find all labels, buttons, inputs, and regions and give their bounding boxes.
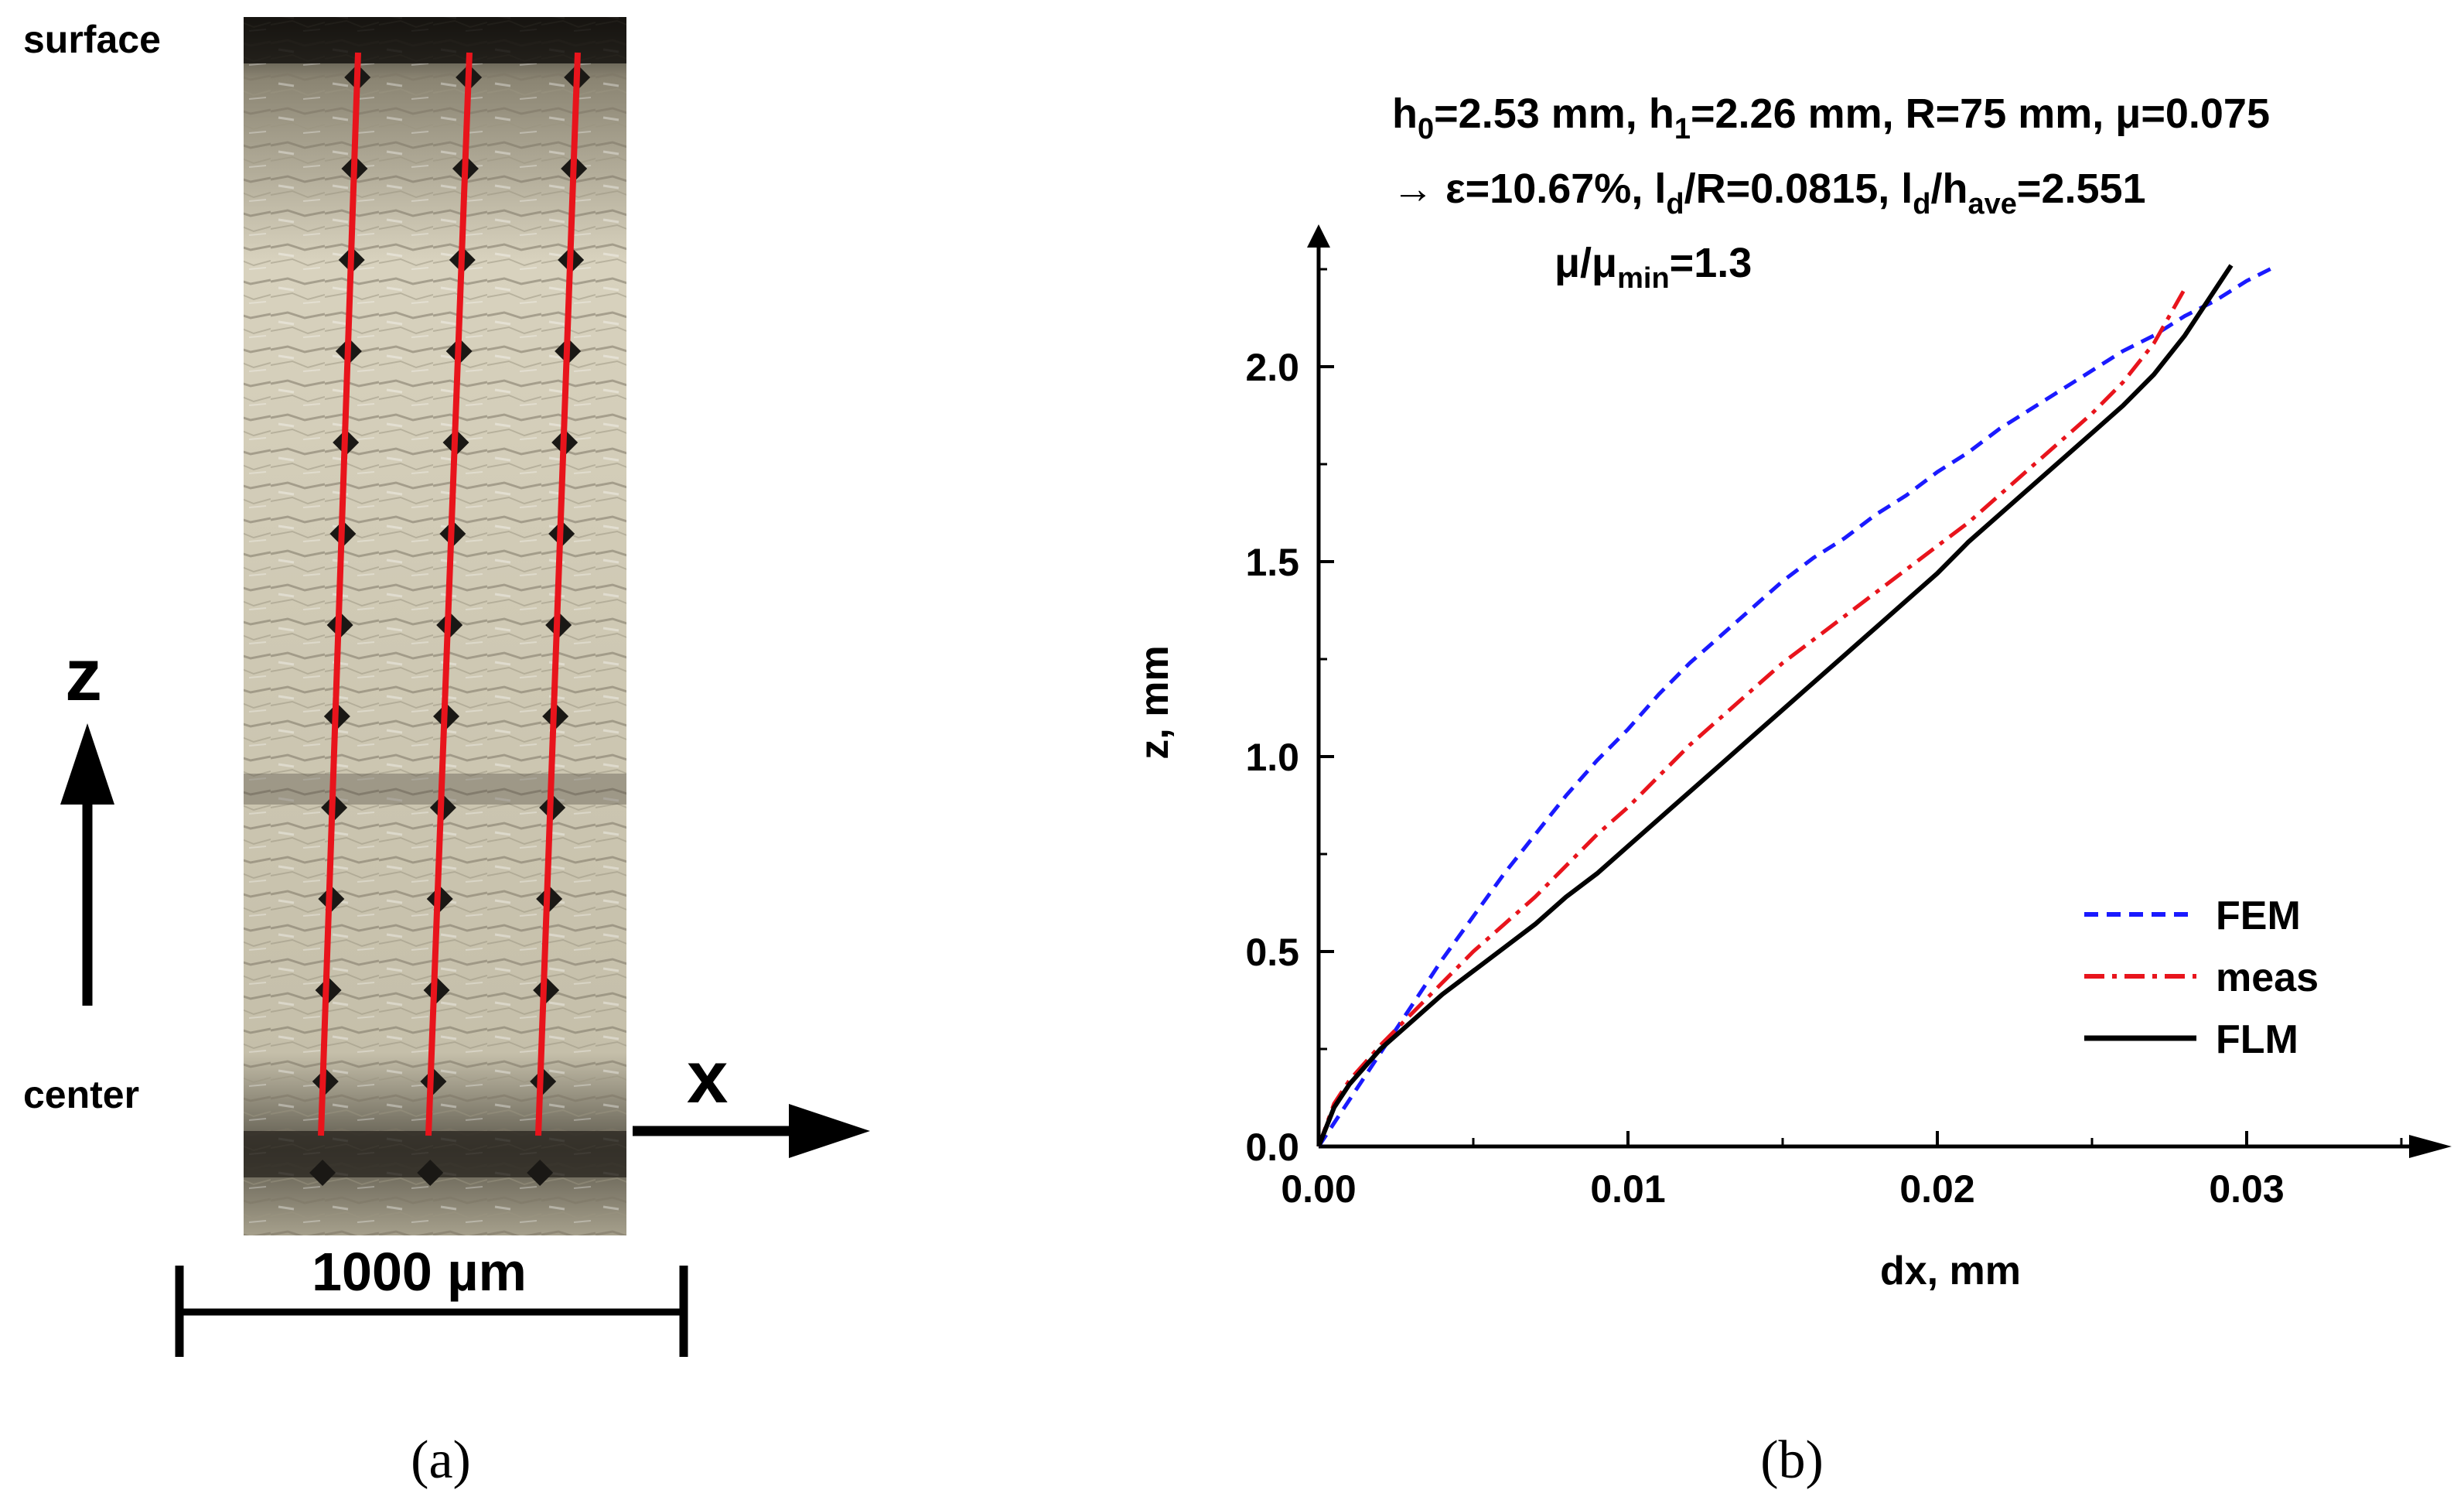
hardness-indent (417, 1160, 444, 1186)
h1-base: h (1649, 91, 1674, 137)
legend-label-flm: FLM (2216, 1017, 2298, 1062)
y-tick-label: 1.5 (1245, 541, 1299, 584)
annotation-block: h0=2.53 mm, h1=2.26 mm, R=75 mm, μ=0.075… (1392, 91, 2270, 295)
x-arrow (633, 1104, 870, 1158)
micrograph-dark-band (244, 774, 626, 805)
ld2-sub: d (1913, 188, 1930, 220)
scale-bar (175, 1266, 688, 1357)
ave-sub: ave (1968, 188, 2017, 220)
series-flm-line (1316, 264, 2234, 1148)
h0-value: =2.53 mm, (1434, 91, 1649, 137)
h0-base: h (1392, 91, 1418, 137)
z-arrow (60, 723, 114, 1006)
deformation-line-3 (535, 52, 581, 1136)
caption-a: (a) (411, 1430, 471, 1490)
y-tick-label: 0.5 (1245, 931, 1299, 974)
mu-ratio-base: μ/μ (1555, 240, 1617, 286)
micrograph-top-edge (244, 17, 626, 63)
deformation-line-1 (318, 52, 361, 1136)
x-tick-label: 0.03 (2209, 1167, 2284, 1211)
ld1-sub: d (1666, 188, 1684, 220)
legend-label-meas: meas (2216, 955, 2319, 1000)
deformation-lines (318, 52, 581, 1136)
caption-b: (b) (1760, 1430, 1824, 1490)
annotation-line-3: μ/μmin=1.3 (1555, 240, 1752, 295)
ld2-value: =2.551 (2017, 166, 2146, 212)
ld1-base: l (1654, 166, 1666, 212)
x-tick-label: 0.01 (1590, 1167, 1665, 1211)
mu-ratio-value: =1.3 (1670, 240, 1752, 286)
panel-b: h0=2.53 mm, h1=2.26 mm, R=75 mm, μ=0.075… (1132, 91, 2452, 1490)
x-axis-arrowhead (2409, 1135, 2452, 1158)
scale-bar-label: 1000 µm (312, 1242, 527, 1302)
hardness-indent (309, 1160, 336, 1186)
axis-label-x: x (687, 1036, 728, 1119)
x-axis-title: dx, mm (1880, 1249, 2021, 1293)
annotation-line-1: h0=2.53 mm, h1=2.26 mm, R=75 mm, μ=0.075 (1392, 91, 2270, 145)
y-tick-label: 2.0 (1245, 346, 1299, 389)
annotation-line-2: → ε=10.67%, ld/R=0.0815, ld/have=2.551 (1392, 166, 2146, 220)
strain-text: → ε=10.67%, (1392, 166, 1654, 212)
micrograph-image (244, 17, 626, 1235)
chart-plot: 0.00 0.01 0.02 0.03 0.0 0.5 1.0 1.5 2.0 FEM meas FL… (1245, 224, 2452, 1211)
hardness-indent (527, 1160, 554, 1186)
y-tick-label: 0.0 (1245, 1126, 1299, 1169)
mu-ratio-sub: min (1617, 262, 1670, 295)
y-axis-title: z, mm (1132, 645, 1177, 759)
x-tick-label: 0.02 (1899, 1167, 1974, 1211)
ld1-value: /R=0.0815, (1684, 166, 1902, 212)
axis-label-z: z (65, 634, 102, 716)
y-tick-label: 1.0 (1245, 736, 1299, 779)
label-center: center (23, 1073, 139, 1116)
label-surface: surface (23, 18, 161, 61)
x-tick-label: 0.00 (1281, 1167, 1356, 1211)
legend-label-fem: FEM (2216, 894, 2301, 938)
legend: FEM meas FLM (2084, 894, 2319, 1062)
series-meas-line (1316, 287, 2187, 1147)
ld2-base: l (1901, 166, 1913, 212)
deformation-line-2 (425, 52, 473, 1136)
panel-a: surface center z x 1000 µm (a) (23, 17, 870, 1490)
h1-sub: 1 (1674, 113, 1691, 145)
y-axis-arrowhead (1307, 224, 1330, 248)
ld2-mid: /h (1931, 166, 1968, 212)
h1-value: =2.26 mm, R=75 mm, μ=0.075 (1691, 91, 2270, 137)
h0-sub: 0 (1418, 113, 1434, 145)
